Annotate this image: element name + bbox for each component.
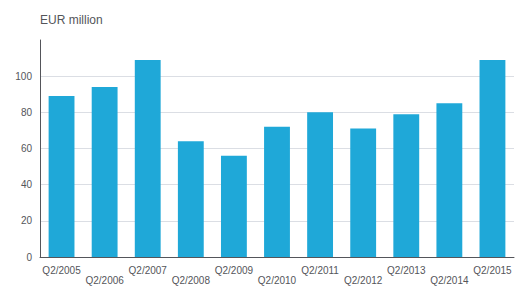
svg-text:Q2/2009: Q2/2009 bbox=[215, 265, 254, 276]
svg-text:Q2/2012: Q2/2012 bbox=[344, 275, 383, 286]
svg-text:Q2/2005: Q2/2005 bbox=[42, 265, 81, 276]
svg-text:100: 100 bbox=[15, 71, 32, 82]
svg-text:20: 20 bbox=[21, 215, 33, 226]
svg-text:EUR million: EUR million bbox=[40, 13, 103, 27]
svg-text:Q2/2006: Q2/2006 bbox=[85, 275, 124, 286]
svg-text:Q2/2014: Q2/2014 bbox=[430, 275, 469, 286]
svg-text:Q2/2011: Q2/2011 bbox=[301, 265, 339, 276]
svg-text:Q2/2007: Q2/2007 bbox=[129, 265, 168, 276]
svg-text:40: 40 bbox=[21, 179, 33, 190]
svg-text:Q2/2008: Q2/2008 bbox=[172, 275, 211, 286]
svg-text:Q2/2015: Q2/2015 bbox=[473, 265, 512, 276]
svg-text:Q2/2013: Q2/2013 bbox=[387, 265, 426, 276]
svg-text:0: 0 bbox=[26, 252, 32, 263]
svg-text:Q2/2010: Q2/2010 bbox=[258, 275, 297, 286]
svg-text:80: 80 bbox=[21, 107, 33, 118]
svg-text:60: 60 bbox=[21, 143, 33, 154]
